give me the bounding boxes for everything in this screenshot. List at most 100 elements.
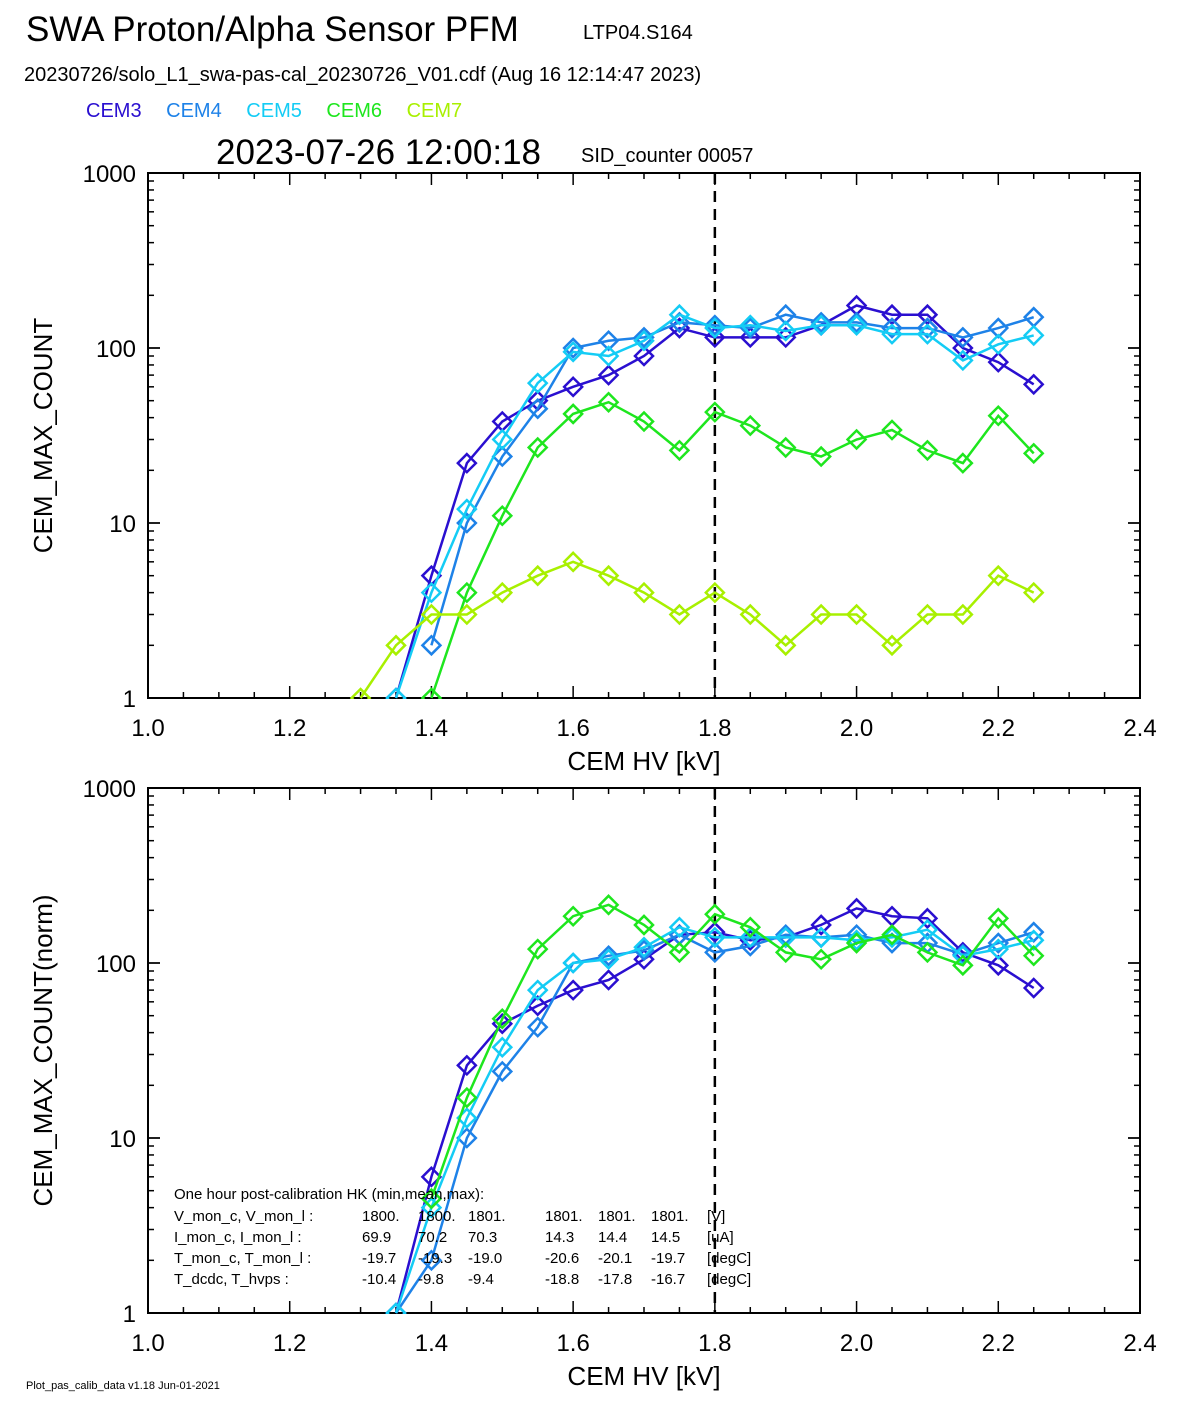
data-point: [810, 311, 832, 334]
data-point: [952, 337, 974, 359]
data-point: [491, 504, 514, 527]
y-tick-label: 10: [109, 511, 136, 538]
y-tick-label: 10: [109, 1126, 136, 1153]
data-point: [597, 944, 620, 967]
data-point: [526, 564, 549, 587]
data-point: [845, 603, 868, 626]
data-point: [456, 498, 478, 520]
hk-value: -20.6: [545, 1250, 579, 1267]
y-tick-label: 100: [96, 336, 136, 363]
legend: CEM3 CEM4 CEM5 CEM6 CEM7: [86, 100, 481, 123]
data-point: [1022, 581, 1045, 604]
y-tick-label: 1: [123, 1301, 136, 1328]
data-point: [597, 391, 620, 413]
legend-entry-cem7: CEM7: [406, 100, 463, 122]
data-point: [774, 634, 797, 657]
data-point: [526, 436, 549, 459]
data-point: [526, 938, 549, 960]
series-cem5: [385, 916, 1045, 1314]
data-point: [526, 979, 549, 1001]
data-point: [491, 1008, 514, 1030]
hk-unit: [uA]: [707, 1229, 734, 1246]
data-point: [987, 938, 1010, 960]
data-point: [739, 926, 762, 949]
data-point: [1022, 944, 1045, 967]
sid-counter: SID_counter 00057: [581, 145, 754, 167]
chart-subtitle: LTP04.S164: [583, 22, 693, 44]
data-point: [385, 634, 407, 657]
data-point: [916, 323, 939, 345]
hk-value: -19.3: [418, 1250, 452, 1267]
data-point: [952, 452, 974, 474]
data-point: [420, 687, 443, 699]
data-point: [845, 897, 868, 920]
data-point: [916, 603, 939, 626]
hk-value: -19.7: [362, 1250, 396, 1267]
legend-entry-cem3: CEM3: [86, 100, 142, 122]
data-point: [420, 1196, 443, 1219]
data-point: [633, 410, 655, 433]
data-point: [456, 603, 478, 626]
x-tick-label: 1.8: [698, 715, 731, 742]
series-line: [394, 907, 1035, 1314]
data-point: [987, 333, 1010, 356]
data-point: [420, 603, 443, 626]
legend-entry-cem5: CEM5: [246, 100, 302, 122]
x-tick-label: 2.2: [982, 715, 1015, 742]
hk-value: -17.8: [598, 1271, 632, 1288]
hk-value: 69.9: [362, 1229, 391, 1246]
data-point: [881, 634, 903, 657]
data-point: [668, 603, 691, 626]
data-point: [987, 907, 1010, 930]
hk-value: 14.4: [598, 1229, 627, 1246]
legend-entry-cem4: CEM4: [166, 100, 222, 122]
data-point: [704, 941, 726, 964]
data-point: [491, 428, 514, 451]
data-point: [491, 1036, 514, 1059]
data-point: [633, 914, 655, 936]
data-point: [810, 603, 832, 626]
hk-label: T_dcdc, T_hvps :: [174, 1271, 289, 1288]
data-point: [562, 979, 584, 1001]
hk-title: One hour post-calibration HK (min,mean,m…: [174, 1186, 484, 1203]
data-point: [349, 687, 372, 699]
data-point: [1022, 442, 1045, 465]
data-point: [456, 581, 478, 604]
hk-value: 1800.: [362, 1208, 400, 1225]
x-axis-label: CEM HV [kV]: [567, 746, 720, 776]
data-point: [704, 926, 726, 949]
hk-value: -20.1: [598, 1250, 632, 1267]
data-point: [987, 564, 1010, 587]
data-point: [987, 351, 1010, 373]
data-point: [916, 918, 939, 941]
data-point: [952, 349, 974, 372]
hk-label: V_mon_c, V_mon_l :: [174, 1208, 313, 1225]
data-point: [1022, 977, 1045, 999]
x-tick-label: 2.4: [1123, 1330, 1156, 1357]
data-point: [562, 403, 584, 425]
data-point: [420, 581, 443, 604]
data-point: [774, 436, 797, 459]
data-point: [704, 401, 726, 423]
data-point: [562, 905, 584, 928]
data-point: [810, 445, 832, 468]
data-point: [881, 926, 903, 949]
x-tick-label: 1.2: [273, 1330, 306, 1357]
x-tick-label: 1.0: [131, 1330, 164, 1357]
data-point: [526, 397, 549, 420]
data-point: [810, 914, 832, 936]
hk-value: -18.8: [545, 1271, 579, 1288]
data-point: [1022, 306, 1045, 328]
data-point: [597, 948, 620, 971]
hk-value: -19.0: [468, 1250, 502, 1267]
data-point: [633, 329, 655, 352]
footer-note: Plot_pas_calib_data v1.18 Jun-01-2021: [26, 1380, 220, 1392]
data-point: [491, 581, 514, 604]
hk-label: I_mon_c, I_mon_l :: [174, 1229, 302, 1246]
data-point: [881, 317, 903, 339]
x-tick-label: 1.8: [698, 1330, 731, 1357]
data-point: [420, 1249, 443, 1272]
data-point: [774, 941, 797, 964]
y-axis-label: CEM_MAX_COUNT(norm): [28, 894, 58, 1206]
